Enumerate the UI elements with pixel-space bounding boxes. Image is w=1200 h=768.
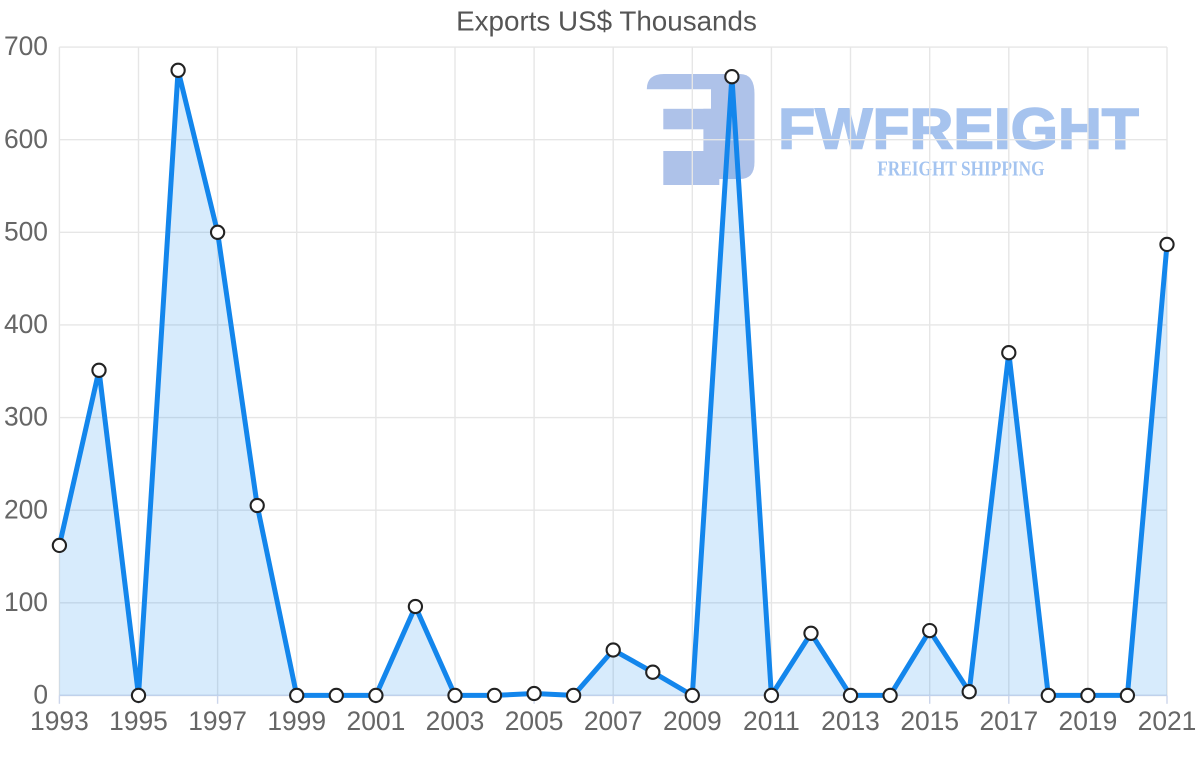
svg-text:2021: 2021 [1138, 706, 1197, 736]
svg-text:2019: 2019 [1059, 706, 1118, 736]
svg-text:2017: 2017 [979, 706, 1038, 736]
svg-text:400: 400 [4, 309, 48, 339]
svg-text:600: 600 [4, 124, 48, 154]
svg-text:FREIGHT SHIPPING: FREIGHT SHIPPING [877, 156, 1045, 180]
svg-text:2001: 2001 [347, 706, 406, 736]
svg-text:1999: 1999 [267, 706, 326, 736]
svg-text:2005: 2005 [505, 706, 564, 736]
svg-text:700: 700 [4, 31, 48, 61]
svg-text:500: 500 [4, 216, 48, 246]
svg-text:1997: 1997 [188, 706, 247, 736]
svg-text:300: 300 [4, 402, 48, 432]
svg-text:2007: 2007 [584, 706, 643, 736]
svg-text:2015: 2015 [900, 706, 959, 736]
svg-text:2009: 2009 [663, 706, 722, 736]
svg-text:100: 100 [4, 587, 48, 617]
svg-text:2003: 2003 [426, 706, 485, 736]
svg-text:2013: 2013 [821, 706, 880, 736]
svg-text:FWFREIGHT: FWFREIGHT [778, 98, 1139, 162]
svg-text:2011: 2011 [743, 706, 800, 736]
svg-text:1993: 1993 [30, 706, 89, 736]
svg-text:1995: 1995 [109, 706, 168, 736]
svg-text:0: 0 [33, 680, 48, 710]
svg-text:Exports US$ Thousands: Exports US$ Thousands [456, 6, 757, 37]
svg-text:200: 200 [4, 494, 48, 524]
